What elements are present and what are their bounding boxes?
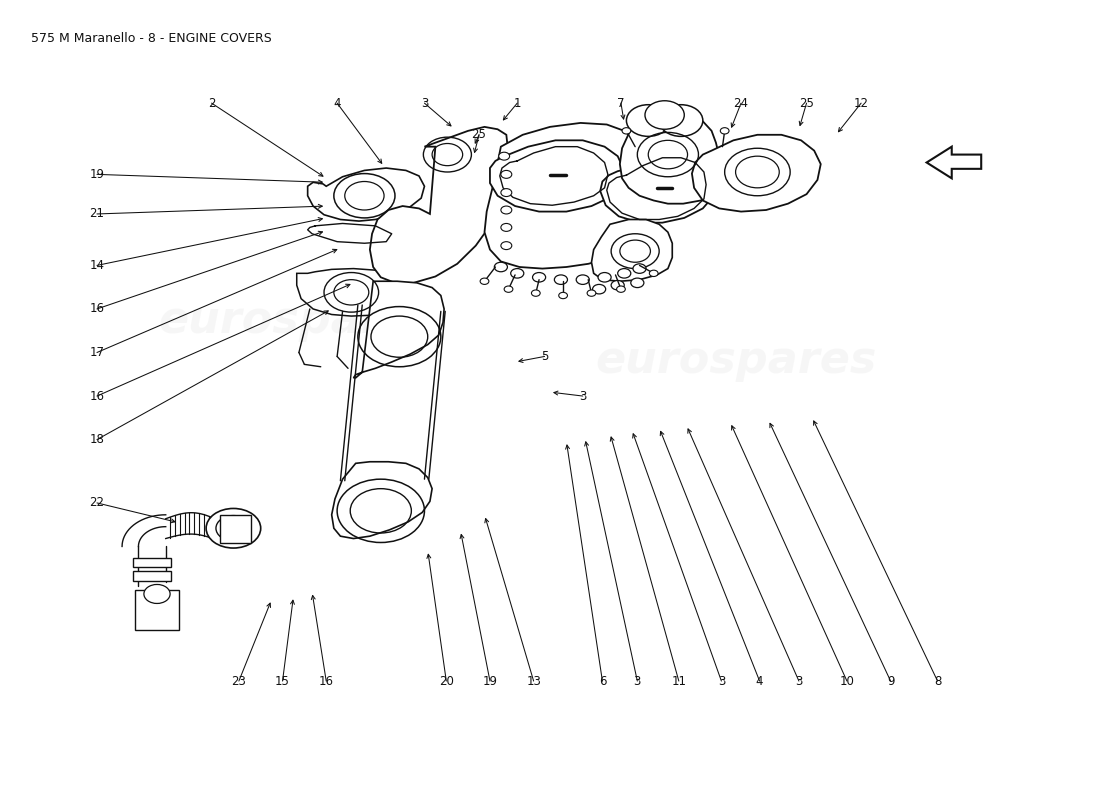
Circle shape	[532, 273, 546, 282]
Text: 3: 3	[421, 97, 428, 110]
Circle shape	[587, 290, 596, 296]
Polygon shape	[370, 127, 508, 283]
Circle shape	[632, 264, 646, 274]
Circle shape	[498, 152, 509, 160]
Polygon shape	[297, 269, 406, 316]
Polygon shape	[353, 282, 444, 378]
Circle shape	[621, 128, 630, 134]
Text: 8: 8	[934, 674, 942, 687]
Text: 22: 22	[89, 497, 104, 510]
Circle shape	[531, 290, 540, 296]
Circle shape	[618, 269, 630, 278]
Polygon shape	[484, 123, 639, 269]
Text: 6: 6	[598, 674, 606, 687]
Polygon shape	[490, 140, 624, 211]
Text: 19: 19	[483, 674, 497, 687]
Polygon shape	[332, 462, 432, 538]
Text: 24: 24	[734, 97, 748, 110]
Circle shape	[630, 278, 644, 287]
Circle shape	[500, 242, 512, 250]
Text: eurospares: eurospares	[158, 299, 440, 342]
Text: 15: 15	[275, 674, 290, 687]
Circle shape	[206, 509, 261, 548]
Circle shape	[500, 206, 512, 214]
Text: 13: 13	[526, 674, 541, 687]
Circle shape	[598, 273, 612, 282]
Text: 25: 25	[799, 97, 814, 110]
Text: 7: 7	[617, 97, 625, 110]
Text: 4: 4	[333, 97, 341, 110]
Text: 1: 1	[514, 97, 521, 110]
Bar	[135, 590, 179, 630]
Circle shape	[593, 285, 606, 294]
Text: 23: 23	[231, 674, 246, 687]
Text: 4: 4	[756, 674, 763, 687]
Circle shape	[554, 275, 568, 285]
Circle shape	[500, 170, 512, 178]
Text: 5: 5	[541, 350, 548, 363]
Polygon shape	[308, 168, 425, 221]
Circle shape	[144, 585, 170, 603]
Text: 3: 3	[717, 674, 725, 687]
Circle shape	[645, 101, 684, 130]
Text: 3: 3	[634, 674, 641, 687]
Text: 21: 21	[89, 207, 104, 221]
Text: 20: 20	[439, 674, 453, 687]
Text: 575 M Maranello - 8 - ENGINE COVERS: 575 M Maranello - 8 - ENGINE COVERS	[32, 32, 272, 45]
Circle shape	[617, 286, 625, 292]
Text: 12: 12	[854, 97, 869, 110]
Polygon shape	[592, 219, 672, 282]
Polygon shape	[620, 114, 723, 204]
Text: 17: 17	[89, 346, 104, 359]
Circle shape	[612, 281, 624, 290]
Text: 3: 3	[795, 674, 803, 687]
Circle shape	[510, 269, 524, 278]
Text: 14: 14	[89, 259, 104, 272]
Circle shape	[649, 270, 658, 277]
Text: 11: 11	[671, 674, 686, 687]
Circle shape	[500, 189, 512, 197]
Bar	[133, 558, 172, 567]
Circle shape	[559, 292, 568, 298]
Bar	[133, 571, 172, 581]
Text: 3: 3	[579, 390, 586, 402]
Text: eurospares: eurospares	[595, 339, 877, 382]
Circle shape	[576, 275, 590, 285]
Polygon shape	[601, 150, 716, 222]
Circle shape	[504, 286, 513, 292]
Circle shape	[494, 262, 507, 272]
Bar	[220, 514, 251, 542]
Text: 16: 16	[89, 390, 104, 402]
Circle shape	[500, 223, 512, 231]
Circle shape	[626, 105, 670, 136]
Circle shape	[480, 278, 488, 285]
Polygon shape	[926, 146, 981, 178]
Text: 18: 18	[89, 433, 104, 446]
Circle shape	[720, 128, 729, 134]
Polygon shape	[692, 134, 821, 211]
Circle shape	[659, 105, 703, 136]
Text: 16: 16	[89, 302, 104, 315]
Text: 19: 19	[89, 168, 104, 181]
Text: 25: 25	[472, 128, 486, 142]
Text: 16: 16	[319, 674, 333, 687]
Text: 9: 9	[887, 674, 894, 687]
Text: 2: 2	[208, 97, 216, 110]
Text: 10: 10	[839, 674, 855, 687]
